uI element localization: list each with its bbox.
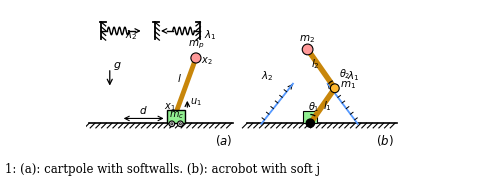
Text: $(b)$: $(b)$ xyxy=(376,133,393,148)
Text: $m_1$: $m_1$ xyxy=(340,80,356,91)
Text: $m_p$: $m_p$ xyxy=(188,39,205,51)
Text: $x_2$: $x_2$ xyxy=(202,56,213,67)
Text: $l_1$: $l_1$ xyxy=(323,99,332,113)
Text: $m_2$: $m_2$ xyxy=(299,33,315,45)
Text: $x_1$: $x_1$ xyxy=(163,101,175,113)
Text: $\lambda_2$: $\lambda_2$ xyxy=(125,29,137,42)
Circle shape xyxy=(191,53,201,63)
Circle shape xyxy=(306,119,314,127)
Text: $l_2$: $l_2$ xyxy=(311,57,320,71)
Circle shape xyxy=(180,123,182,125)
Text: $\theta_1$: $\theta_1$ xyxy=(308,100,319,114)
Text: $l$: $l$ xyxy=(177,72,182,84)
Text: $(a)$: $(a)$ xyxy=(215,133,232,148)
Text: $d$: $d$ xyxy=(140,104,148,116)
Text: $\theta_2$: $\theta_2$ xyxy=(339,67,350,81)
Circle shape xyxy=(178,121,183,127)
Circle shape xyxy=(169,121,175,127)
Text: $\lambda_1$: $\lambda_1$ xyxy=(346,69,359,83)
Text: $g$: $g$ xyxy=(113,60,122,72)
Bar xyxy=(167,110,185,123)
Circle shape xyxy=(171,123,173,125)
Bar xyxy=(304,111,317,123)
Text: $\lambda_1$: $\lambda_1$ xyxy=(203,29,216,42)
Text: $u_1$: $u_1$ xyxy=(189,96,202,108)
Circle shape xyxy=(330,84,339,93)
Circle shape xyxy=(302,44,313,55)
Text: $\lambda_2$: $\lambda_2$ xyxy=(261,69,273,83)
Text: $m_c$: $m_c$ xyxy=(169,110,184,121)
Text: 1: (a): cartpole with softwalls. (b): acrobot with soft j: 1: (a): cartpole with softwalls. (b): ac… xyxy=(5,163,320,176)
